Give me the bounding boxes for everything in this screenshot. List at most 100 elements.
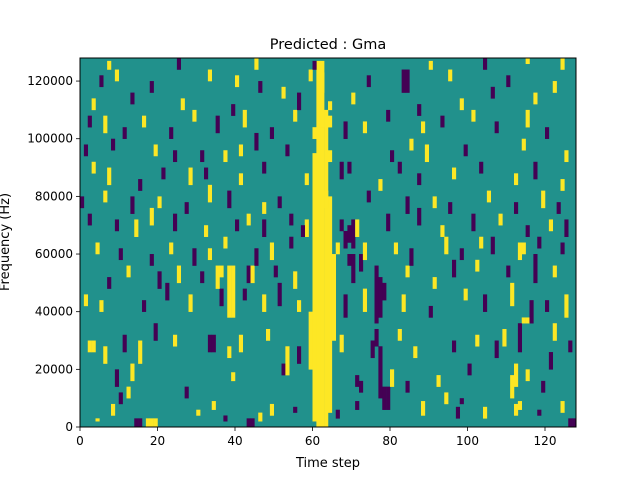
heatmap-cell [87,115,92,128]
heatmap-cell [343,294,348,318]
heatmap-cell [514,173,519,186]
heatmap-cell [149,418,154,428]
heatmap-cell [238,144,244,157]
heatmap-cell [552,81,557,93]
heatmap-cell [525,317,530,324]
heatmap-cell [440,225,445,237]
heatmap-cell [254,58,259,70]
heatmap-cell [486,190,492,203]
heatmap-cell [207,184,213,203]
heatmap-cell [219,265,224,278]
heatmap-cell [126,265,131,278]
heatmap-cell [262,202,267,214]
heatmap-cell [564,219,569,237]
heatmap-cell [91,161,96,174]
heatmap-cell [262,294,267,312]
heatmap-cell [95,242,100,255]
heatmap-cell [297,346,302,364]
heatmap-cell [320,72,325,93]
heatmap-cell [405,196,410,214]
heatmap-cell [537,409,542,416]
chart-title: Predicted : Gma [270,37,386,53]
heatmap-cell [130,92,135,105]
heatmap-cell [390,150,395,163]
x-axis: 0 20 40 60 80 100 120 [76,427,556,448]
heatmap-cell [312,127,317,139]
heatmap-cell [235,219,240,232]
heatmap-cell [142,115,147,128]
heatmap-cell [490,86,495,99]
heatmap-cell [366,75,371,88]
heatmap-cell [114,69,120,82]
heatmap-cell [99,300,104,312]
heatmap-cell [103,190,108,203]
heatmap-cell [200,150,205,163]
heatmap-cell [165,282,170,301]
heatmap-cell [475,334,480,347]
heatmap-cell [521,317,526,324]
heatmap-cell [107,277,112,289]
heatmap-cell [401,294,406,312]
heatmap-cell [320,109,325,128]
heatmap-cell [149,81,154,93]
heatmap-cell [281,363,286,376]
heatmap-cell [258,412,263,422]
heatmap-cell [506,75,511,88]
heatmap-cell [328,115,333,128]
heatmap-cell [328,150,333,163]
heatmap-cell [459,248,464,261]
heatmap-cell [196,409,201,416]
heatmap-cell [463,288,468,301]
heatmap-cell [378,346,383,399]
heatmap-cell [188,167,193,186]
heatmap-cell [87,340,92,353]
heatmap-cell [556,202,561,214]
heatmap-cell [111,138,116,151]
heatmap-cell [455,406,461,419]
heatmap-cell [521,138,526,151]
heatmap-cell [440,115,445,128]
heatmap-cell [169,127,174,139]
heatmap-cell [246,213,251,226]
heatmap-cell [355,375,360,387]
heatmap-cell [211,334,216,353]
heatmap-cell [134,219,139,237]
heatmap-cell [328,196,333,413]
heatmap-cell [483,406,488,419]
heatmap-cell [351,219,356,249]
heatmap-cell [126,386,131,399]
heatmap-cell [269,403,275,416]
heatmap-cell [471,109,476,122]
heatmap-cell [347,225,352,243]
heatmap-cell [521,242,526,255]
plot-frame [79,57,577,428]
heatmap-cell [308,69,313,82]
heatmap-cell [405,380,410,393]
heatmap-cell [285,346,290,376]
heatmap-cell [157,271,162,289]
heatmap-cell [153,323,158,341]
heatmap-cell [483,58,488,70]
heatmap-cell [231,372,236,382]
heatmap-cell [99,75,104,88]
x-tick-label: 60 [305,434,320,448]
heatmap-cell [242,109,247,128]
heatmap-cell [359,254,364,272]
heatmap-cell [459,398,464,405]
heatmap-cell [207,69,213,82]
heatmap-cell [262,161,267,174]
heatmap-cell [409,138,414,151]
heatmap-cell [494,340,499,359]
heatmap-cell [514,202,519,214]
heatmap-cell [118,248,123,261]
x-tick-label: 100 [456,434,479,448]
heatmap-cell [362,288,368,312]
heatmap-cell [386,109,391,122]
heatmap-cell [552,323,557,341]
heatmap-cell [266,328,271,341]
heatmap-cell [180,98,185,111]
heatmap-cell [277,282,282,307]
heatmap-cell [312,60,317,70]
heatmap-cell [324,190,329,209]
heatmap-cell [223,236,228,249]
